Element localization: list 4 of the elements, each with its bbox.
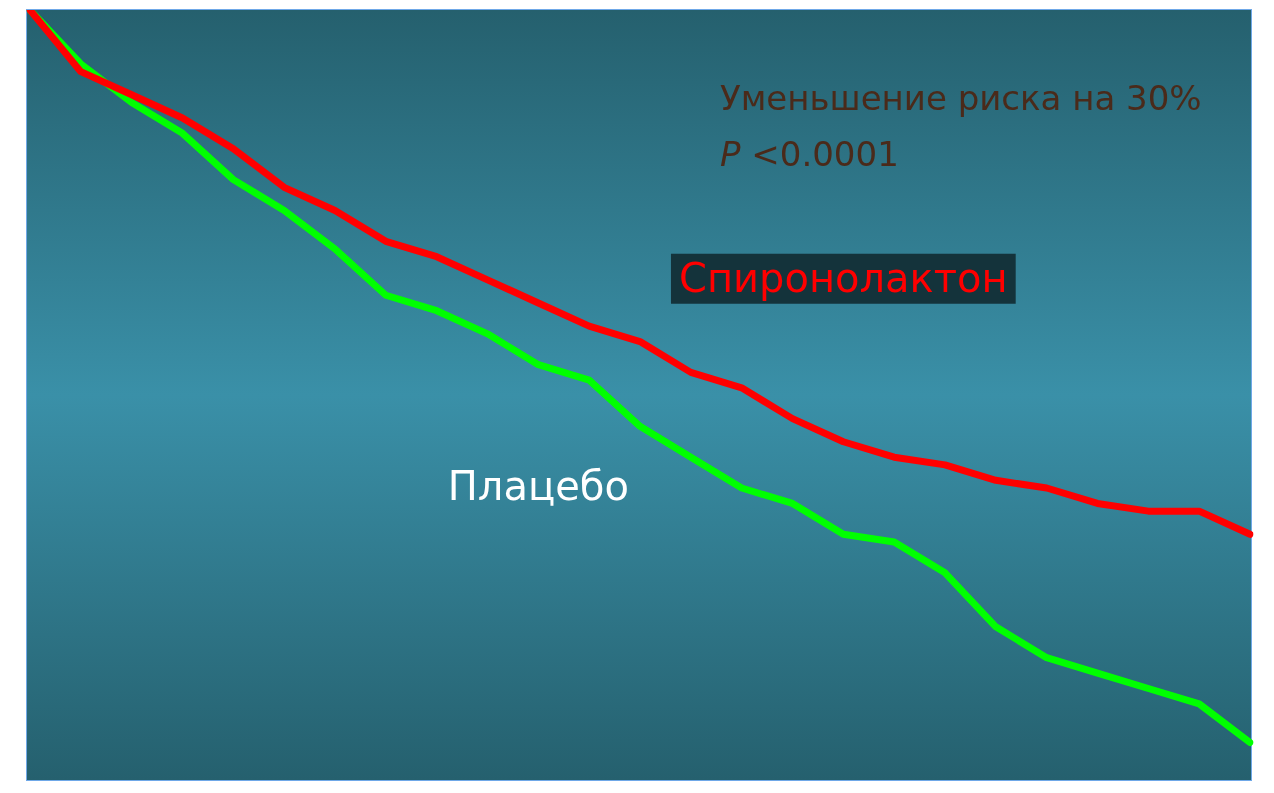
series-label: Плацебо (447, 462, 629, 509)
annotation: P <0.0001 (720, 134, 899, 174)
annotation: Уменьшение риска на 30% (720, 78, 1202, 118)
series-label: Спиронолактон (678, 254, 1008, 301)
